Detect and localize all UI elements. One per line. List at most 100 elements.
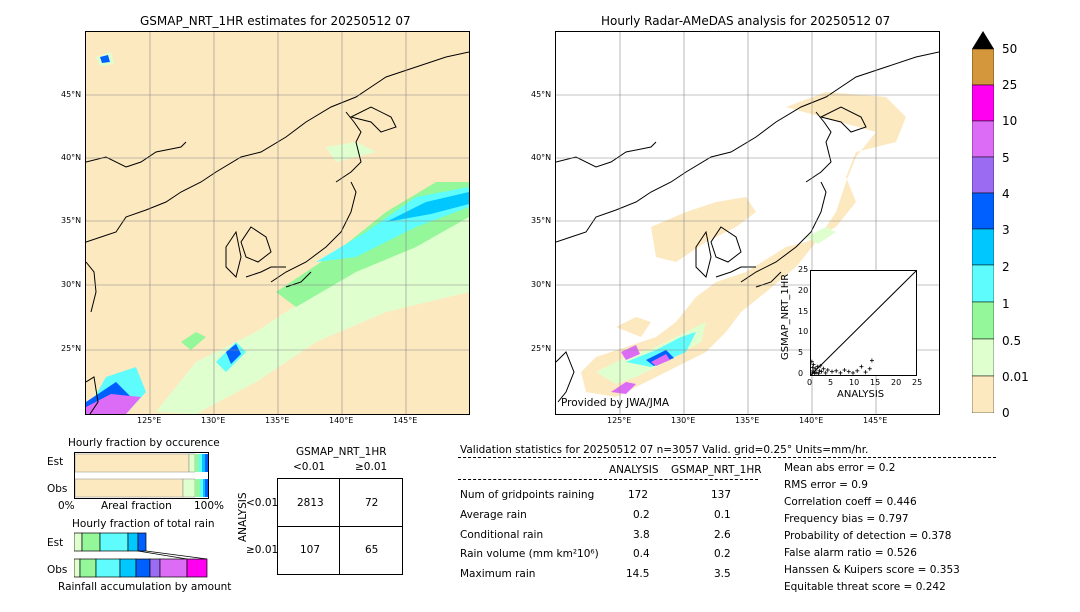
contingency-row-lt: <0.01 [246, 497, 279, 509]
scatter-point [838, 370, 843, 375]
lat-label: 30°N [61, 280, 82, 289]
contingency-row-ge: ≥0.01 [246, 544, 279, 556]
colorbar-label: 0.5 [1002, 334, 1022, 348]
colorbar-label: 3 [1002, 223, 1010, 237]
colorbar-label: 0 [1002, 406, 1010, 420]
lat-label: 35°N [61, 216, 82, 225]
scatter-point [815, 364, 820, 369]
lon-label: 135°E [735, 416, 760, 425]
scatter-xtick: 5 [828, 378, 834, 387]
validation-col-gsmap: GSMAP_NRT_1HR [671, 464, 762, 476]
contingency-cell: 72 [365, 497, 379, 509]
lon-label: 125°E [137, 416, 162, 425]
score-line: Correlation coeff = 0.446 [784, 496, 917, 508]
validation-row-gsmap: 0.1 [714, 509, 731, 521]
colorbar-label: 10 [1002, 114, 1018, 128]
lon-label: 130°E [671, 416, 696, 425]
lat-label: 25°N [531, 344, 552, 353]
validation-col-analysis: ANALYSIS [609, 464, 659, 476]
lon-label: 130°E [201, 416, 226, 425]
scatter-point [813, 366, 818, 371]
contingency-title: GSMAP_NRT_1HR [296, 446, 387, 458]
scatter-point [811, 362, 816, 367]
contingency-grid: 2813 72 107 65 [277, 478, 403, 575]
validation-row-gsmap: 2.6 [714, 529, 731, 541]
scatter-point [814, 370, 819, 375]
validation-row-label: Num of gridpoints raining [460, 489, 595, 501]
scatter-point [818, 363, 823, 368]
left-grid [86, 32, 469, 414]
colorbar-label: 25 [1002, 78, 1018, 92]
right-map-title: Hourly Radar-AMeDAS analysis for 2025051… [601, 14, 891, 28]
score-line: Equitable threat score = 0.242 [784, 581, 946, 593]
lat-label: 45°N [531, 90, 552, 99]
validation-row-analysis: 0.4 [633, 548, 650, 560]
validation-col-rule [458, 479, 758, 480]
lat-label: 45°N [61, 90, 82, 99]
lat-label: 40°N [531, 153, 552, 162]
scatter-xtick: 10 [849, 378, 860, 387]
lat-label: 35°N [531, 216, 552, 225]
scatter-point [830, 369, 834, 374]
occurrence-axis-left: 0% [58, 500, 75, 512]
score-line: RMS error = 0.9 [784, 479, 868, 491]
scatter-ytick: 25 [798, 265, 809, 274]
contingency-cell: 2813 [297, 497, 324, 509]
scatter-ytick: 10 [798, 327, 809, 337]
occurrence-svg [74, 453, 208, 498]
diagonal-line [810, 270, 917, 376]
validation-row-label: Average rain [460, 509, 527, 521]
scatter-point [817, 368, 822, 373]
left-map-svg [86, 32, 469, 414]
contingency-cell: 107 [300, 544, 321, 556]
scatter-plot [809, 270, 917, 376]
contingency-col-lt: <0.01 [293, 461, 326, 473]
scatter-point [851, 370, 855, 375]
right-coastlines [556, 51, 939, 403]
scatter-xtick: 25 [912, 378, 923, 387]
amount-obs-label: Obs [47, 564, 68, 576]
lon-label: 135°E [265, 416, 290, 425]
occurrence-title: Hourly fraction by occurence [68, 437, 220, 449]
score-line: Mean abs error = 0.2 [784, 462, 896, 474]
validation-row-analysis: 0.2 [633, 509, 650, 521]
validation-row-analysis: 172 [628, 489, 649, 501]
validation-row-analysis: 3.8 [633, 529, 650, 541]
amount-axis-label: Rainfall accumulation by amount [58, 581, 232, 593]
score-line: Hanssen & Kuipers score = 0.353 [784, 564, 960, 576]
scatter-point [834, 368, 839, 373]
colorbar-svg [971, 31, 995, 414]
scatter-point [869, 358, 874, 363]
amount-est-label: Est [47, 537, 64, 549]
lon-label: 145°E [393, 416, 418, 425]
occurrence-obs-label: Obs [47, 483, 68, 495]
validation-row-label: Rain volume (mm km²10⁶) [460, 548, 599, 560]
scatter-xtick: 15 [870, 378, 881, 387]
contingency-hline [278, 526, 402, 527]
validation-row-label: Maximum rain [460, 568, 536, 580]
scatter-point [810, 370, 815, 375]
validation-row-analysis: 14.5 [626, 568, 650, 580]
right-map-svg [556, 32, 939, 414]
scatter-xtick: 20 [891, 378, 902, 387]
validation-row-label: Conditional rain [460, 529, 544, 541]
scatter-svg [809, 270, 917, 376]
validation-header: Validation statistics for 20250512 07 n=… [460, 444, 869, 456]
amount-chart [73, 532, 208, 578]
scatter-point [823, 370, 828, 375]
colorbar-label: 4 [1002, 187, 1010, 201]
scatter-point [811, 368, 816, 373]
lat-label: 40°N [61, 153, 82, 162]
scatter-point [863, 370, 868, 375]
lon-label: 125°E [607, 416, 632, 425]
scatter-ytick: 5 [798, 348, 804, 358]
scatter-point [855, 368, 860, 373]
validation-row-gsmap: 0.2 [714, 548, 731, 560]
data-credit: Provided by JWA/JMA [561, 397, 670, 409]
validation-row-gsmap: 3.5 [714, 568, 731, 580]
scatter-xtick: 0 [807, 378, 813, 387]
colorbar-label: 0.01 [1002, 370, 1029, 384]
scatter-ytick: 0 [798, 369, 804, 378]
scatter-ylabel: GSMAP_NRT_1HR [780, 273, 791, 360]
score-line: False alarm ratio = 0.526 [784, 547, 917, 559]
